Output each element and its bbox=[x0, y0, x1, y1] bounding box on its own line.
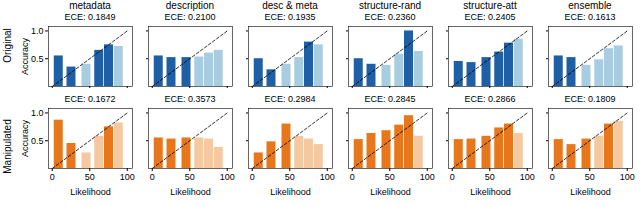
html-text:ECE: 0.2100: ECE: 0.2100 bbox=[164, 12, 216, 22]
svg-text:0.5: 0.5 bbox=[31, 54, 44, 64]
html-text:ECE: 0.1613: ECE: 0.1613 bbox=[564, 12, 616, 22]
html-text:ensemble: ensemble bbox=[568, 0, 612, 11]
svg-text:0: 0 bbox=[250, 172, 255, 182]
svg-text:0: 0 bbox=[50, 172, 55, 182]
html-text:ECE: 0.1809: ECE: 0.1809 bbox=[564, 94, 616, 104]
html-text:ECE: 0.1935: ECE: 0.1935 bbox=[264, 12, 316, 22]
svg-text:100: 100 bbox=[620, 172, 635, 182]
html-text:Manipulated: Manipulated bbox=[1, 118, 13, 174]
svg-text:Likelihood: Likelihood bbox=[370, 187, 411, 197]
html-text:ECE: 0.2360: ECE: 0.2360 bbox=[364, 12, 416, 22]
html-text:ECE: 0.1672: ECE: 0.1672 bbox=[64, 94, 116, 104]
html-text:ECE: 0.2405: ECE: 0.2405 bbox=[464, 12, 516, 22]
html-text:desc & meta: desc & meta bbox=[262, 0, 318, 11]
svg-text:1.0: 1.0 bbox=[31, 108, 44, 118]
svg-text:50: 50 bbox=[585, 172, 595, 182]
html-text:description: description bbox=[165, 0, 215, 11]
svg-text:50: 50 bbox=[185, 172, 195, 182]
svg-text:100: 100 bbox=[320, 172, 335, 182]
svg-text:Likelihood: Likelihood bbox=[570, 187, 611, 197]
svg-text:50: 50 bbox=[85, 172, 95, 182]
svg-text:1.0: 1.0 bbox=[31, 26, 44, 36]
html-text:ECE: 0.2866: ECE: 0.2866 bbox=[464, 94, 516, 104]
svg-text:Accuracy: Accuracy bbox=[20, 37, 30, 75]
html-text:metadata: metadata bbox=[69, 0, 111, 11]
svg-text:50: 50 bbox=[285, 172, 295, 182]
svg-text:50: 50 bbox=[485, 172, 495, 182]
html-text:ECE: 0.3573: ECE: 0.3573 bbox=[164, 94, 216, 104]
svg-text:0: 0 bbox=[150, 172, 155, 182]
svg-text:Likelihood: Likelihood bbox=[470, 187, 511, 197]
svg-text:0: 0 bbox=[350, 172, 355, 182]
svg-text:100: 100 bbox=[520, 172, 535, 182]
svg-text:100: 100 bbox=[420, 172, 435, 182]
html-text:ECE: 0.2984: ECE: 0.2984 bbox=[264, 94, 316, 104]
svg-text:0.5: 0.5 bbox=[31, 136, 44, 146]
svg-text:0: 0 bbox=[550, 172, 555, 182]
html-text:ECE: 0.2845: ECE: 0.2845 bbox=[364, 94, 416, 104]
svg-text:Accuracy: Accuracy bbox=[20, 119, 30, 157]
html-text:structure-att: structure-att bbox=[463, 0, 517, 11]
svg-text:Likelihood: Likelihood bbox=[170, 187, 211, 197]
svg-text:100: 100 bbox=[120, 172, 135, 182]
svg-text:Likelihood: Likelihood bbox=[70, 187, 111, 197]
svg-text:0: 0 bbox=[450, 172, 455, 182]
html-text:ECE: 0.1849: ECE: 0.1849 bbox=[64, 12, 116, 22]
html-text:Original: Original bbox=[1, 27, 13, 63]
svg-text:100: 100 bbox=[220, 172, 235, 182]
svg-text:50: 50 bbox=[385, 172, 395, 182]
svg-text:Likelihood: Likelihood bbox=[270, 187, 311, 197]
html-text:structure-rand: structure-rand bbox=[358, 0, 422, 11]
